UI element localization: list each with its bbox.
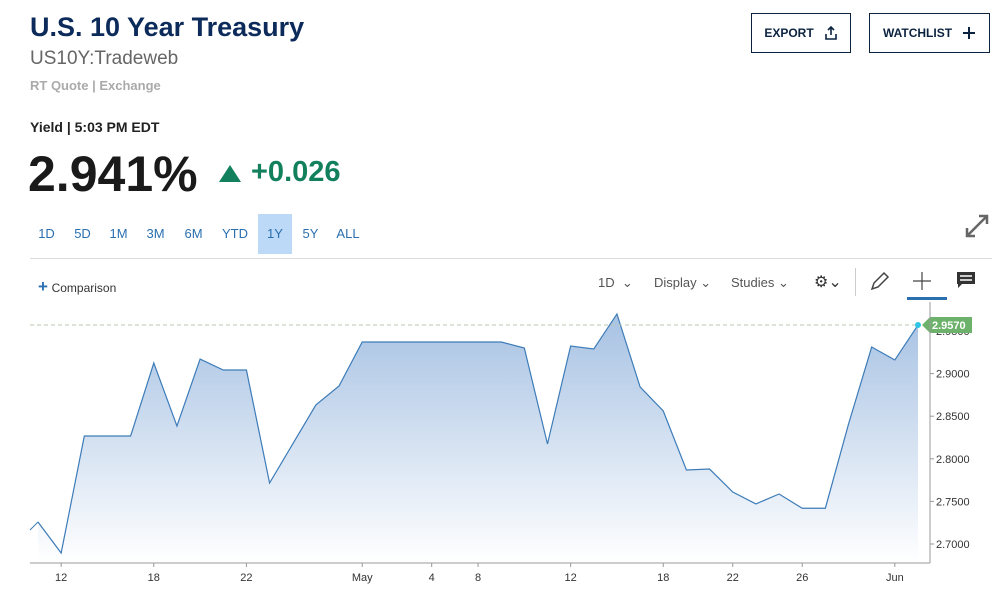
active-tool-indicator	[907, 297, 947, 300]
x-tick-label: May	[352, 572, 373, 584]
x-tick-label: 18	[657, 572, 669, 584]
display-label: Display	[654, 275, 697, 290]
last-point	[915, 322, 921, 329]
y-tick-label: 2.7500	[936, 496, 970, 508]
range-tab[interactable]: ALL	[336, 226, 360, 241]
y-tick-label: 2.8000	[936, 454, 970, 466]
x-tick-label: 8	[475, 572, 481, 584]
comment-icon[interactable]	[956, 271, 976, 289]
comparison-button[interactable]: + Comparison	[38, 277, 117, 296]
interval-menu[interactable]: 1D ⌄	[598, 275, 633, 290]
toolbar-separator	[855, 268, 856, 296]
range-tab[interactable]: YTD	[222, 226, 248, 241]
range-tab[interactable]: 6M	[184, 226, 203, 241]
watchlist-button[interactable]: WATCHLIST	[869, 13, 990, 53]
export-label: EXPORT	[764, 26, 814, 40]
change: +0.026	[251, 156, 341, 188]
draw-icon[interactable]	[869, 270, 891, 292]
comparison-label: Comparison	[51, 281, 117, 295]
x-tick-label: 18	[148, 572, 160, 584]
expand-icon[interactable]	[964, 213, 990, 239]
line-lead	[29, 521, 39, 531]
range-tab[interactable]: 5D	[74, 226, 91, 241]
x-tick-label: 4	[429, 572, 435, 584]
export-icon	[824, 26, 837, 40]
y-tick-label: 2.8500	[936, 411, 970, 423]
area-fill	[38, 313, 918, 563]
up-arrow	[219, 165, 241, 182]
studies-menu[interactable]: Studies ⌄	[731, 275, 789, 290]
quote-label: Yield | 5:03 PM EDT	[30, 119, 160, 135]
display-menu[interactable]: Display ⌄	[654, 275, 712, 290]
x-tick-label: 26	[796, 572, 808, 584]
x-tick-label: 12	[565, 572, 577, 584]
value-label: 2.9570	[932, 320, 966, 332]
range-tab[interactable]: 1M	[109, 226, 128, 241]
settings-icon[interactable]: ⚙⌄	[814, 274, 842, 291]
value-tag	[922, 317, 972, 334]
plus-icon	[963, 27, 976, 39]
divider	[30, 258, 992, 259]
symbol: US10Y:Tradeweb	[30, 48, 179, 69]
source: RT Quote | Exchange	[30, 78, 161, 93]
x-tick-label: Jun	[886, 572, 904, 584]
range-tab[interactable]: 3M	[146, 226, 165, 241]
crosshair-icon[interactable]	[912, 271, 932, 291]
range-tab[interactable]: 1Y	[258, 214, 292, 254]
series-line	[37, 312, 919, 555]
interval-label: 1D	[598, 275, 615, 290]
price: 2.941%	[28, 146, 198, 202]
range-tab[interactable]: 5Y	[302, 226, 319, 241]
y-tick-label: 2.9000	[936, 369, 970, 381]
watchlist-label: WATCHLIST	[882, 26, 953, 40]
export-button[interactable]: EXPORT	[751, 13, 851, 53]
x-tick-label: 22	[727, 572, 739, 584]
range-tab[interactable]: 1D	[38, 226, 55, 241]
studies-label: Studies	[731, 275, 775, 290]
y-tick-label: 2.7000	[936, 539, 970, 551]
title: U.S. 10 Year Treasury	[30, 12, 305, 42]
x-tick-label: 22	[240, 572, 252, 584]
x-tick-label: 12	[55, 572, 67, 584]
